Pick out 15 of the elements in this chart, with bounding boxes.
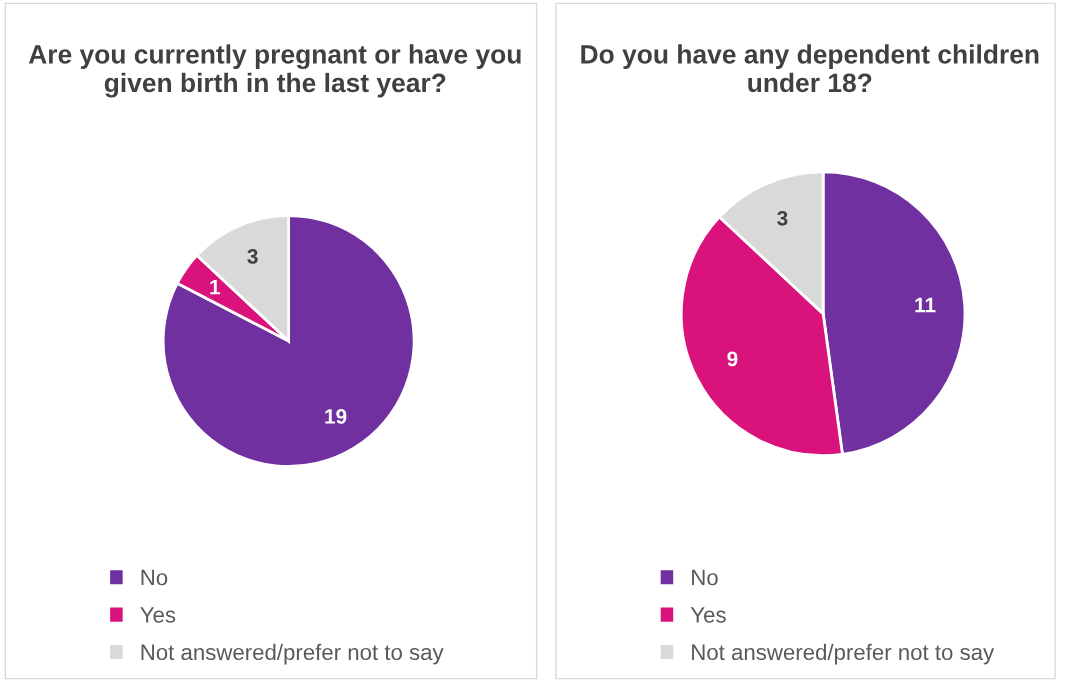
data-label: 11: [915, 297, 936, 313]
legend-label: Yes: [690, 607, 726, 623]
legend-label: No: [692, 569, 718, 586]
chart-title: Are you currently pregnant or have you given birth in the last year?: [28, 44, 521, 98]
pie-slice: [161, 214, 416, 468]
legend-label: Yes: [140, 607, 176, 623]
data-label: 3: [247, 248, 258, 264]
data-label: 19: [325, 409, 347, 424]
data-label: 9: [727, 351, 738, 367]
legend-label: No: [141, 569, 168, 586]
data-label: 3: [777, 210, 788, 226]
legend-label: Not answered/prefer not to say: [692, 643, 995, 665]
legend-label: Not answered/prefer not to say: [141, 643, 444, 665]
data-label: 1: [210, 279, 221, 295]
chart-title: Do you have any dependent children under 18?: [581, 44, 1039, 93]
